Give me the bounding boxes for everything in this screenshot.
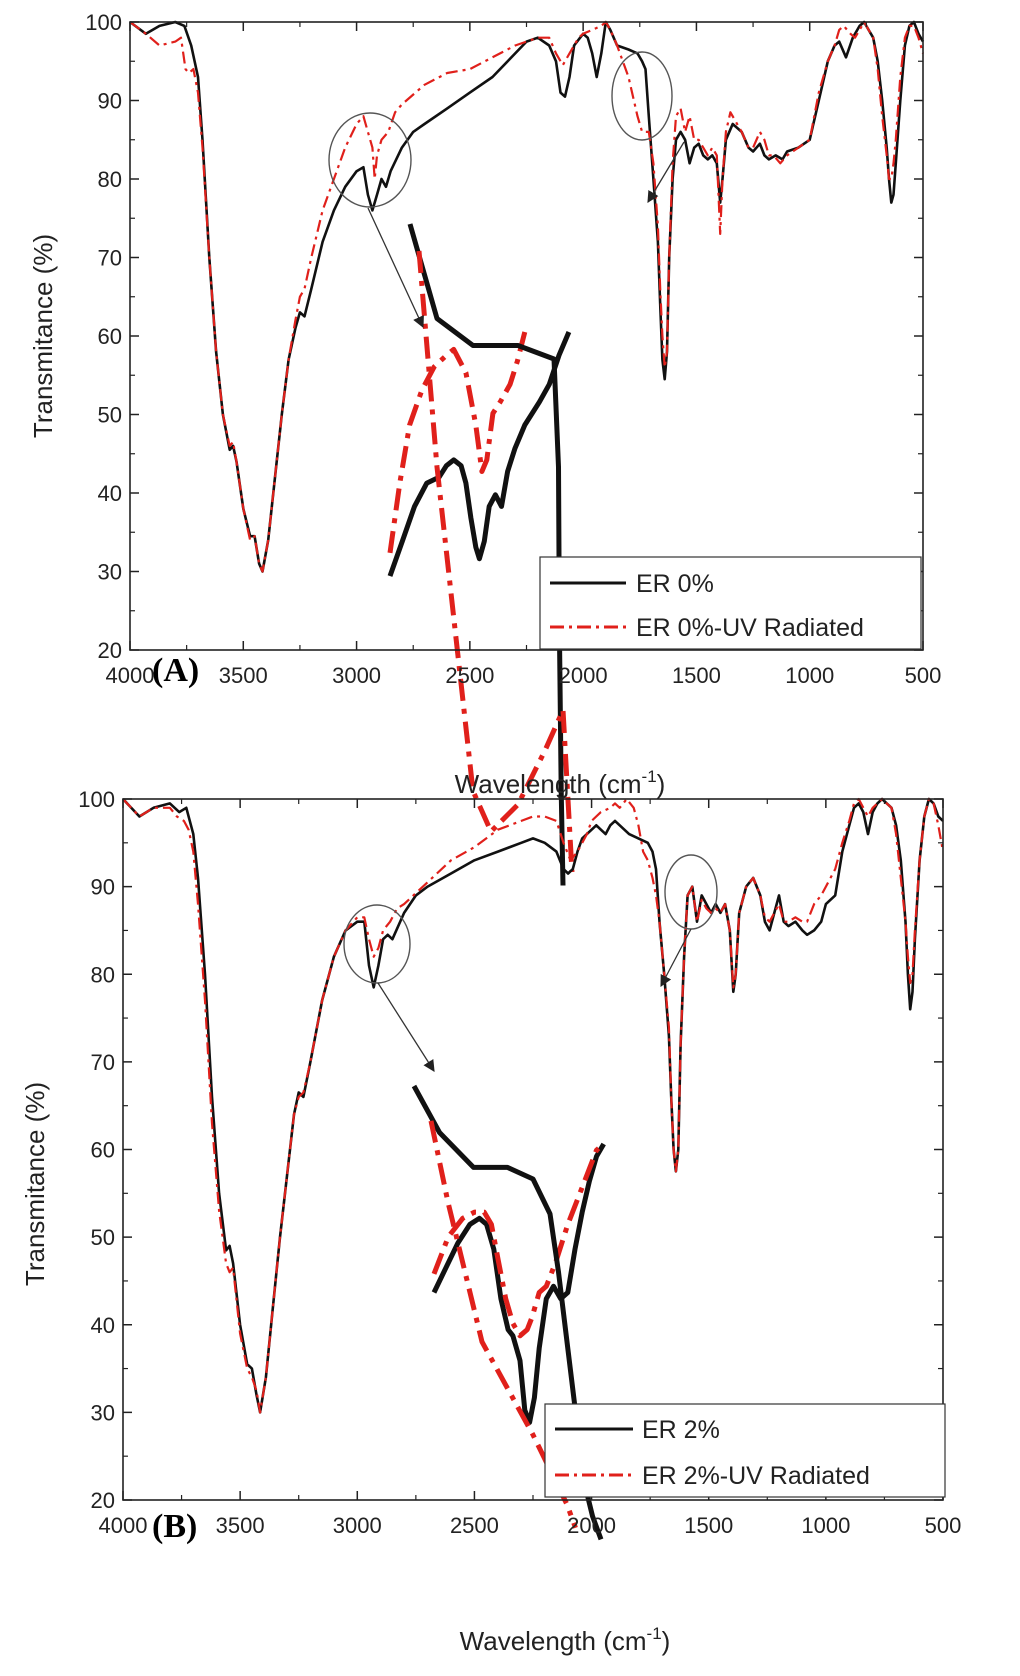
x-tick-label-b: 500 [925, 1513, 962, 1538]
x-axis-title-b-close: ) [662, 1626, 671, 1656]
highlight-circle-a-1 [328, 112, 412, 208]
zoom-inset-line-a-base [407, 223, 566, 886]
y-tick-label-a: 20 [98, 638, 122, 663]
y-tick-label-a: 40 [98, 481, 122, 506]
axes-b: 4000 3500 3000 2500 2000 1500 1000 500 20 30 40 50 6… [78, 787, 961, 1538]
x-axis-title-b-sup: -1 [647, 1624, 662, 1643]
y-tick-label-b: 50 [91, 1225, 115, 1250]
y-tick-label-a: 80 [98, 167, 122, 192]
inset-line-a-base [387, 331, 572, 577]
x-tick-label-a: 1000 [785, 663, 834, 688]
inset-line-a-uv [387, 331, 528, 554]
zoom-arrow-b-2 [660, 928, 692, 988]
legend-box-a [539, 556, 922, 650]
zoom-inset-a [407, 223, 575, 886]
y-tick-label-b: 30 [91, 1400, 115, 1425]
x-tick-label-a: 2500 [445, 663, 494, 688]
annotations-b [343, 854, 718, 1072]
y-tick-label-b: 70 [91, 1050, 115, 1075]
series-line-a-uv [129, 20, 925, 573]
x-tick-label-a: 1500 [672, 663, 721, 688]
inset-line-b-base [431, 1142, 606, 1425]
x-tick-label-b: 3000 [333, 1513, 382, 1538]
y-axis-title-a: Transmitance (%) [28, 234, 58, 438]
legend-label-er0: ER 0% [636, 570, 714, 598]
series-line-b-uv [122, 797, 945, 1414]
y-axis-title-b: Transmitance (%) [20, 1082, 50, 1286]
zoom-inset-line-a-uv [416, 250, 575, 873]
zoom-arrow-b-1 [377, 982, 435, 1072]
x-tick-label-a: 3500 [219, 663, 268, 688]
legend-a: ER 0% ER 0%-UV Radiated [539, 556, 922, 650]
x-tick-label-b: 3500 [216, 1513, 265, 1538]
x-axis-title-a-main: Wavelength (cm [455, 769, 642, 799]
legend-box-b [544, 1403, 946, 1498]
series-layer-b [122, 797, 945, 1414]
legend-label-er2: ER 2% [642, 1416, 720, 1444]
y-tick-label-a: 50 [98, 403, 122, 428]
inset-b [431, 1142, 606, 1425]
plot-frame-a [129, 21, 924, 651]
y-tick-label-a: 30 [98, 560, 122, 585]
x-tick-label-b: 2000 [567, 1513, 616, 1538]
x-tick-label-a: 4000 [106, 663, 155, 688]
x-axis-title-b: Wavelength (cm-1) [460, 1624, 671, 1656]
highlight-circle-b-2 [664, 854, 718, 930]
x-tick-label-a: 500 [905, 663, 942, 688]
x-axis-title-a: Wavelength (cm-1) [455, 767, 666, 799]
x-tick-label-b: 2500 [450, 1513, 499, 1538]
highlight-circle-a-2 [611, 51, 673, 141]
series-line-a-base [129, 20, 925, 573]
x-axis-title-a-sup: -1 [642, 767, 657, 786]
x-tick-label-b: 1000 [801, 1513, 850, 1538]
y-tick-label-b: 40 [91, 1313, 115, 1338]
panel-label-b: (B) [152, 1508, 197, 1545]
x-axis-title-b-main: Wavelength (cm [460, 1626, 647, 1656]
x-tick-label-a: 2000 [559, 663, 608, 688]
zoom-arrow-a-1 [367, 207, 424, 329]
y-tick-label-b: 90 [91, 875, 115, 900]
zoom-arrow-a-2 [647, 141, 685, 204]
y-tick-label-a: 70 [98, 246, 122, 271]
x-tick-label-a: 3000 [332, 663, 381, 688]
y-tick-label-b: 100 [78, 787, 115, 812]
legend-label-er0-uv: ER 0%-UV Radiated [636, 614, 864, 642]
chart-panel-b: 4000 3500 3000 2500 2000 1500 1000 500 20 30 40 50 6… [20, 787, 961, 1656]
legend-b: ER 2% ER 2%-UV Radiated [544, 1403, 946, 1498]
series-layer-a [129, 20, 925, 573]
legend-label-er2-uv: ER 2%-UV Radiated [642, 1462, 870, 1490]
y-tick-label-a: 100 [85, 10, 122, 35]
x-axis-title-a-close: ) [657, 769, 666, 799]
y-tick-label-b: 60 [91, 1138, 115, 1163]
y-tick-label-a: 90 [98, 89, 122, 114]
inset-a [387, 331, 572, 577]
chart-panel-a: 4000 3500 3000 2500 2000 1500 1000 500 20 30 40 50 6… [28, 10, 941, 886]
x-tick-label-b: 1500 [684, 1513, 733, 1538]
panel-label-a: (A) [152, 652, 199, 689]
y-tick-label-b: 20 [91, 1488, 115, 1513]
highlight-circle-b-1 [343, 904, 411, 984]
x-tick-label-b: 4000 [99, 1513, 148, 1538]
axes-a: 4000 3500 3000 2500 2000 1500 1000 500 20 30 40 50 6… [85, 10, 941, 688]
y-tick-label-b: 80 [91, 962, 115, 987]
y-tick-label-a: 60 [98, 324, 122, 349]
inset-line-b-uv [431, 1142, 606, 1339]
series-line-b-base [122, 797, 944, 1414]
annotations-a [328, 51, 685, 329]
